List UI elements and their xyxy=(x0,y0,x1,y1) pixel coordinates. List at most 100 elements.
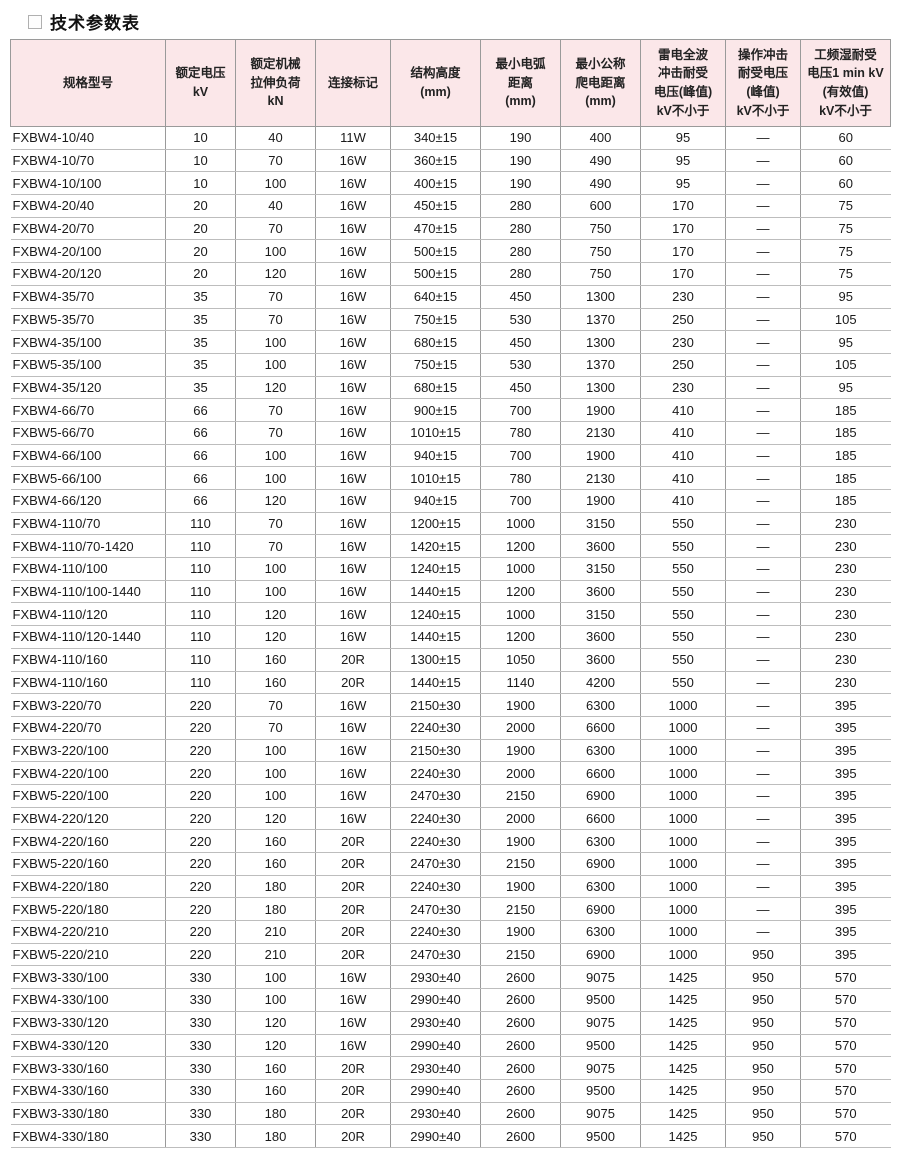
page-title-text: 技术参数表 xyxy=(50,14,140,33)
value-cell: — xyxy=(725,534,801,559)
value-cell: 950 xyxy=(725,1102,801,1126)
value-cell: 95 xyxy=(800,330,891,354)
table-row: FXBW4-10/70 10 70 16W 360±15 190 490 95—60 xyxy=(10,149,891,173)
value-cell: 20R xyxy=(315,875,391,899)
value-cell: 170 xyxy=(640,217,726,241)
value-cell: 220 xyxy=(165,829,236,853)
value-cell: 3150 xyxy=(560,512,641,536)
value-cell: 20R xyxy=(315,829,391,853)
model-cell: FXBW4-66/100 xyxy=(10,444,166,468)
value-cell: 550 xyxy=(640,648,726,672)
table-row: FXBW4-66/100 66 100 16W 940±15 700 1900 410—185 xyxy=(10,444,891,468)
value-cell: 780 xyxy=(480,421,561,445)
value-cell: 2470±30 xyxy=(390,852,481,876)
model-cell: FXBW4-220/100 xyxy=(10,761,166,785)
value-cell: — xyxy=(725,716,801,740)
value-cell: 2470±30 xyxy=(390,897,481,922)
value-cell: 66 xyxy=(165,444,236,468)
value-cell: 100 xyxy=(235,557,316,581)
col-header-4: 结构高度 (mm) xyxy=(390,39,481,127)
value-cell: 1000 xyxy=(480,512,561,536)
value-cell: 6900 xyxy=(560,784,641,808)
value-cell: 160 xyxy=(235,829,316,853)
value-cell: 2240±30 xyxy=(390,716,481,740)
col-header-3: 连接标记 xyxy=(315,39,391,127)
value-cell: 410 xyxy=(640,466,726,490)
value-cell: 9500 xyxy=(560,1034,641,1058)
value-cell: 2930±40 xyxy=(390,1011,481,1035)
value-cell: 6300 xyxy=(560,875,641,899)
col-header-5: 最小电弧 距离 (mm) xyxy=(480,39,561,127)
value-cell: 3600 xyxy=(560,648,641,672)
value-cell: 6600 xyxy=(560,716,641,740)
table-row: FXBW4-330/120 330 120 16W 2990±40 2600 9500 142… xyxy=(10,1034,891,1058)
value-cell: 100 xyxy=(235,171,316,196)
model-cell: FXBW4-110/100 xyxy=(10,557,166,581)
value-cell: 9075 xyxy=(560,1011,641,1035)
model-cell: FXBW3-220/70 xyxy=(10,693,166,717)
value-cell: 185 xyxy=(800,398,891,422)
table-row: FXBW4-66/70 66 70 16W 900±15 700 1900 410—185 xyxy=(10,398,891,422)
value-cell: 11W xyxy=(315,126,391,150)
value-cell: — xyxy=(725,444,801,468)
value-cell: 950 xyxy=(725,1056,801,1080)
value-cell: 1300 xyxy=(560,285,641,309)
value-cell: 550 xyxy=(640,671,726,695)
value-cell: 110 xyxy=(165,648,236,672)
value-cell: 2990±40 xyxy=(390,988,481,1012)
value-cell: 120 xyxy=(235,602,316,627)
value-cell: 570 xyxy=(800,1056,891,1080)
table-row: FXBW5-66/70 66 70 16W 1010±15 780 2130 410—185 xyxy=(10,421,891,445)
value-cell: 330 xyxy=(165,988,236,1012)
model-cell: FXBW4-330/120 xyxy=(10,1034,166,1058)
value-cell: 950 xyxy=(725,943,801,967)
value-cell: — xyxy=(725,126,801,150)
model-cell: FXBW3-330/160 xyxy=(10,1056,166,1080)
table-row: FXBW4-110/70 110 70 16W 1200±15 1000 3150 550—2… xyxy=(10,512,891,536)
value-cell: 35 xyxy=(165,353,236,377)
model-cell: FXBW4-330/180 xyxy=(10,1124,166,1148)
model-cell: FXBW5-220/180 xyxy=(10,897,166,922)
value-cell: 1000 xyxy=(640,897,726,922)
value-cell: 2240±30 xyxy=(390,761,481,785)
value-cell: 190 xyxy=(480,149,561,173)
value-cell: 105 xyxy=(800,308,891,332)
value-cell: 3600 xyxy=(560,625,641,649)
table-row: FXBW4-220/210 220 210 20R 2240±30 1900 6300 100… xyxy=(10,920,891,944)
value-cell: 16W xyxy=(315,580,391,604)
value-cell: 280 xyxy=(480,239,561,264)
value-cell: 1425 xyxy=(640,965,726,990)
value-cell: 410 xyxy=(640,398,726,422)
table-row: FXBW3-330/180 330 180 20R 2930±40 2600 9075 142… xyxy=(10,1102,891,1126)
value-cell: 6900 xyxy=(560,897,641,922)
value-cell: 220 xyxy=(165,716,236,740)
value-cell: 1440±15 xyxy=(390,580,481,604)
value-cell: 550 xyxy=(640,512,726,536)
value-cell: 395 xyxy=(800,875,891,899)
model-cell: FXBW5-35/70 xyxy=(10,308,166,332)
value-cell: 1050 xyxy=(480,648,561,672)
page-title: 技术参数表 xyxy=(0,0,900,39)
value-cell: 230 xyxy=(800,602,891,627)
value-cell: 6600 xyxy=(560,761,641,785)
model-cell: FXBW4-66/120 xyxy=(10,489,166,513)
value-cell: 570 xyxy=(800,1034,891,1058)
value-cell: — xyxy=(725,376,801,400)
col-header-0: 规格型号 xyxy=(10,39,166,127)
value-cell: 9500 xyxy=(560,1079,641,1103)
value-cell: 395 xyxy=(800,943,891,967)
model-cell: FXBW4-110/160 xyxy=(10,671,166,695)
value-cell: 1010±15 xyxy=(390,466,481,490)
value-cell: 16W xyxy=(315,1034,391,1058)
value-cell: 16W xyxy=(315,625,391,649)
value-cell: 2150 xyxy=(480,852,561,876)
value-cell: 280 xyxy=(480,262,561,286)
value-cell: 330 xyxy=(165,1034,236,1058)
value-cell: 35 xyxy=(165,376,236,400)
value-cell: 900±15 xyxy=(390,398,481,422)
value-cell: 20 xyxy=(165,239,236,264)
value-cell: 60 xyxy=(800,171,891,196)
value-cell: 20R xyxy=(315,897,391,922)
value-cell: — xyxy=(725,285,801,309)
table-row: FXBW4-10/100 10 100 16W 400±15 190 490 95—60 xyxy=(10,171,891,196)
